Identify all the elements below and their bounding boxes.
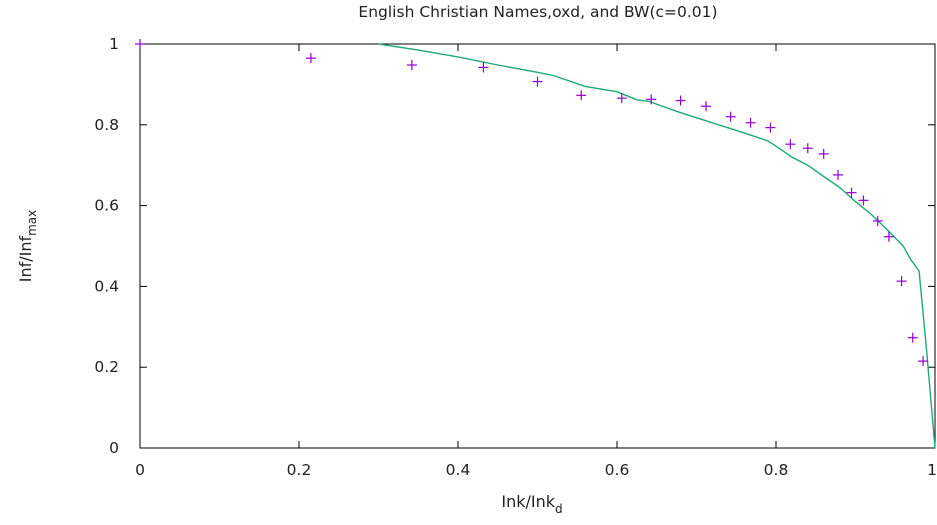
data-point [858, 195, 869, 206]
data-point [802, 143, 813, 154]
x-tick-label: 0.6 [605, 461, 630, 479]
data-point [846, 187, 857, 198]
data-point [818, 148, 829, 159]
series-points [135, 39, 929, 367]
chart-title: English Christian Names,oxd, and BW(c=0.… [358, 3, 717, 21]
data-point [576, 90, 587, 101]
x-tick-label: 0.4 [446, 461, 471, 479]
data-point [745, 117, 756, 128]
y-axis-label: Inf/Infmax [16, 210, 39, 283]
series-line-path [378, 43, 936, 449]
data-point [675, 95, 686, 106]
data-point [646, 94, 657, 105]
data-point [616, 93, 627, 104]
x-axis-label: Ink/Inkd [501, 492, 562, 516]
data-point [725, 111, 736, 122]
x-tick-label: 0 [135, 461, 145, 479]
x-axis-label-subscript: d [555, 502, 563, 516]
data-point [833, 169, 844, 180]
x-tick-label: 1 [927, 461, 937, 479]
x-axis-label-main: Ink/Ink [501, 492, 555, 511]
data-point [785, 139, 796, 150]
data-point [305, 53, 316, 64]
data-point [135, 39, 145, 49]
y-tick-label: 0 [109, 439, 119, 457]
y-tick-label: 0.2 [94, 358, 119, 376]
series-line [378, 43, 936, 449]
data-point [896, 276, 907, 287]
y-axis-label-main: Inf/Inf [16, 236, 35, 283]
data-point [765, 122, 776, 133]
data-point [907, 332, 918, 343]
y-tick-label: 1 [109, 35, 119, 53]
data-point [532, 76, 543, 87]
data-point [883, 231, 894, 242]
x-axis: 0 0.2 0.4 0.6 0.8 1 [135, 44, 937, 479]
data-point [406, 60, 417, 71]
data-point [478, 62, 489, 73]
y-tick-label: 0.4 [94, 277, 119, 295]
data-point [701, 101, 712, 112]
y-tick-label: 0.8 [94, 116, 119, 134]
data-point [872, 215, 883, 226]
y-axis-label-subscript: max [25, 210, 39, 236]
y-axis: 0 0.2 0.4 0.6 0.8 1 [94, 35, 935, 457]
x-tick-label: 0.8 [764, 461, 789, 479]
x-tick-label: 0.2 [287, 461, 312, 479]
data-point [918, 356, 929, 367]
y-tick-label: 0.6 [94, 197, 119, 215]
plot-frame [139, 43, 936, 449]
